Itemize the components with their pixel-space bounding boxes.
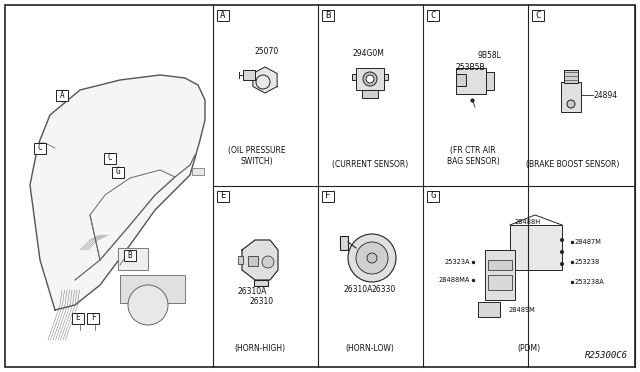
Text: R25300C6: R25300C6 <box>585 351 628 360</box>
Bar <box>356 68 384 90</box>
Circle shape <box>560 238 564 242</box>
Text: 253238A: 253238A <box>575 279 605 285</box>
Text: 25070: 25070 <box>255 48 279 57</box>
Text: 26310: 26310 <box>250 298 274 307</box>
Text: 24894: 24894 <box>594 90 618 99</box>
Bar <box>112 167 124 177</box>
Circle shape <box>363 72 377 86</box>
Circle shape <box>560 250 564 254</box>
Bar <box>322 190 334 202</box>
Text: (PDM): (PDM) <box>517 344 541 353</box>
Text: 26330: 26330 <box>372 285 396 295</box>
Text: C: C <box>108 154 112 163</box>
Text: (HORN-LOW): (HORN-LOW) <box>346 344 394 353</box>
Text: 253B5B: 253B5B <box>456 64 486 73</box>
Bar <box>34 142 46 154</box>
Text: F: F <box>325 192 331 201</box>
Bar <box>384 74 388 80</box>
Bar <box>478 302 500 317</box>
Bar <box>87 312 99 324</box>
Text: E: E <box>76 314 80 323</box>
Text: B: B <box>325 10 331 19</box>
Text: 294G0M: 294G0M <box>352 49 384 58</box>
Circle shape <box>560 262 564 266</box>
Text: G: G <box>430 192 436 201</box>
Bar <box>72 312 84 324</box>
Text: B: B <box>128 250 132 260</box>
Bar <box>124 250 136 260</box>
Text: 25323A: 25323A <box>445 259 470 265</box>
Text: (HORN-HIGH): (HORN-HIGH) <box>234 344 285 353</box>
Circle shape <box>262 256 274 268</box>
Circle shape <box>356 242 388 274</box>
Text: (CURRENT SENSOR): (CURRENT SENSOR) <box>332 160 408 169</box>
Bar <box>456 74 466 86</box>
Text: F: F <box>91 314 95 323</box>
Bar <box>192 168 204 175</box>
Bar <box>118 248 148 270</box>
Bar <box>485 250 515 300</box>
Circle shape <box>366 75 374 83</box>
Bar <box>254 280 268 286</box>
Text: G: G <box>116 167 120 176</box>
Bar <box>561 82 581 112</box>
Text: 28488MA: 28488MA <box>438 277 470 283</box>
Bar <box>238 256 243 264</box>
Bar <box>362 90 378 98</box>
Text: (OIL PRESSURE
SWITCH): (OIL PRESSURE SWITCH) <box>228 146 286 166</box>
Bar <box>322 10 334 20</box>
Text: (BRAKE BOOST SENSOR): (BRAKE BOOST SENSOR) <box>526 160 620 169</box>
Text: 28487M: 28487M <box>575 239 602 245</box>
Bar <box>248 256 258 266</box>
Text: 28489M: 28489M <box>509 307 536 313</box>
Text: 253238: 253238 <box>575 259 600 265</box>
Polygon shape <box>242 240 278 280</box>
Bar <box>217 10 229 20</box>
Bar <box>488 275 512 290</box>
Bar <box>488 260 512 270</box>
Circle shape <box>567 100 575 108</box>
Text: A: A <box>60 90 64 99</box>
Polygon shape <box>30 75 205 310</box>
Bar <box>120 275 185 303</box>
Text: 28488H: 28488H <box>515 219 541 225</box>
Bar <box>427 10 439 20</box>
Circle shape <box>348 234 396 282</box>
Text: A: A <box>220 10 226 19</box>
Circle shape <box>128 285 168 325</box>
Bar <box>532 10 544 20</box>
Text: 26310A: 26310A <box>343 285 372 295</box>
Bar <box>427 190 439 202</box>
Bar <box>456 68 486 94</box>
Text: 9B58L: 9B58L <box>478 51 502 61</box>
Circle shape <box>367 253 377 263</box>
Bar <box>217 190 229 202</box>
Bar <box>340 236 348 250</box>
Bar <box>564 70 578 83</box>
Text: C: C <box>430 10 436 19</box>
Text: E: E <box>220 192 226 201</box>
Text: 26310A: 26310A <box>237 286 267 295</box>
Text: (FR CTR AIR
BAG SENSOR): (FR CTR AIR BAG SENSOR) <box>447 146 499 166</box>
Bar <box>510 225 562 270</box>
Bar <box>104 153 116 164</box>
Text: C: C <box>535 10 541 19</box>
Bar <box>486 72 494 90</box>
Bar <box>243 70 255 80</box>
Bar <box>352 74 356 80</box>
Text: C: C <box>38 144 42 153</box>
Polygon shape <box>253 67 277 93</box>
Bar <box>56 90 68 100</box>
